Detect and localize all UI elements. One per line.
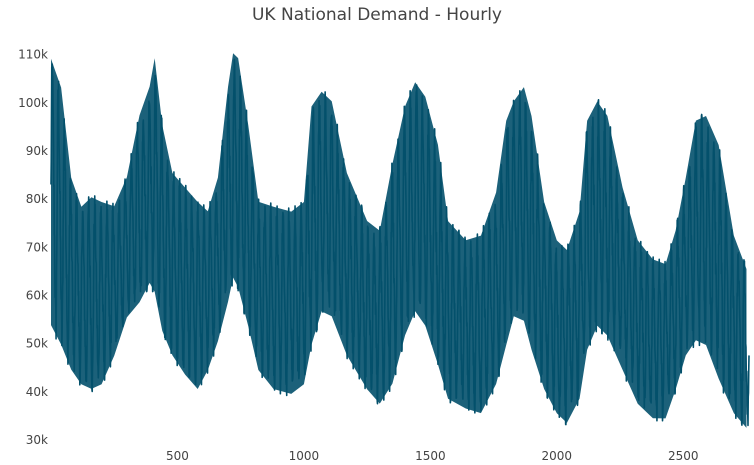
series-line — [50, 58, 750, 427]
y-tick-label: 110k — [18, 48, 48, 62]
y-tick-label: 70k — [26, 240, 48, 254]
x-tick-label: 500 — [166, 449, 189, 463]
y-tick-label: 50k — [26, 337, 48, 351]
x-tick-label: 1000 — [289, 449, 320, 463]
y-tick-label: 60k — [26, 288, 48, 302]
y-tick-label: 100k — [18, 96, 48, 110]
x-axis: 500 1000 1500 2000 2500 — [166, 449, 699, 463]
x-tick-label: 2000 — [542, 449, 573, 463]
y-tick-label: 30k — [26, 433, 48, 447]
y-axis: 30k 40k 50k 60k 70k 80k 90k 100k 110k — [18, 48, 48, 447]
y-tick-label: 40k — [26, 385, 48, 399]
x-tick-label: 2500 — [668, 449, 699, 463]
series-layer — [50, 53, 750, 428]
y-tick-label: 80k — [26, 192, 48, 206]
x-tick-label: 1500 — [415, 449, 446, 463]
y-tick-label: 90k — [26, 144, 48, 158]
chart-title: UK National Demand - Hourly — [251, 5, 502, 25]
